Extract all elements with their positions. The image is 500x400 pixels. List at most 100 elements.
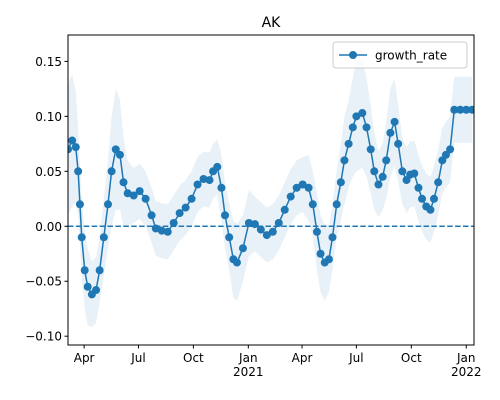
point — [147, 211, 156, 220]
point — [410, 169, 419, 178]
point — [68, 145, 72, 154]
point — [280, 205, 289, 214]
point — [244, 218, 253, 227]
point — [107, 167, 116, 176]
point — [340, 156, 349, 165]
point — [129, 191, 138, 200]
point — [68, 136, 77, 145]
x-tick-label: Jul — [348, 351, 363, 365]
point — [205, 176, 214, 185]
point — [221, 211, 230, 220]
x-tick-label: Oct — [401, 351, 422, 365]
point — [429, 194, 438, 203]
axes-frame — [67, 34, 475, 346]
y-tick-label: 0.15 — [35, 55, 62, 69]
point — [262, 231, 271, 240]
point — [71, 143, 80, 152]
point — [181, 203, 190, 212]
point — [225, 233, 234, 242]
point — [83, 282, 92, 291]
x-tick-label: Jul — [130, 351, 145, 365]
x-tick-label: Jan 2021 — [233, 351, 264, 379]
point — [232, 258, 241, 267]
point — [74, 167, 83, 176]
point — [332, 200, 341, 209]
point — [324, 255, 333, 264]
x-tick-label: Oct — [183, 351, 204, 365]
point — [316, 249, 325, 258]
point — [256, 225, 265, 234]
point — [336, 178, 345, 187]
y-tick-label: 0.05 — [35, 165, 62, 179]
x-tick-label: Jan 2022 — [451, 351, 482, 379]
point — [286, 192, 295, 201]
point — [163, 227, 172, 236]
point — [418, 194, 427, 203]
point — [358, 109, 367, 118]
point — [434, 178, 443, 187]
point — [111, 145, 120, 154]
point — [370, 167, 379, 176]
point — [104, 200, 113, 209]
y-tick-label: −0.05 — [25, 275, 62, 289]
point — [187, 194, 196, 203]
point — [274, 218, 283, 227]
y-tick-label: 0.00 — [35, 220, 62, 234]
point — [213, 162, 222, 171]
point — [115, 150, 124, 159]
point — [394, 139, 403, 148]
point — [141, 194, 150, 203]
point — [175, 209, 184, 218]
point — [352, 112, 361, 121]
point — [386, 128, 395, 137]
point — [378, 172, 387, 181]
point — [75, 200, 84, 209]
point — [95, 266, 104, 275]
point — [304, 183, 313, 192]
point — [426, 205, 435, 214]
point — [298, 180, 307, 189]
point — [446, 145, 455, 154]
point — [382, 156, 391, 165]
point — [308, 200, 317, 209]
legend-box — [332, 41, 468, 69]
point — [92, 286, 101, 295]
x-tick-label: Apr — [292, 351, 313, 365]
point — [328, 233, 337, 242]
point — [468, 105, 474, 114]
point — [250, 220, 259, 229]
point — [441, 150, 450, 159]
point — [119, 178, 128, 187]
point — [390, 117, 399, 126]
legend-label: growth_rate — [375, 49, 447, 63]
point — [344, 139, 353, 148]
point — [217, 183, 226, 192]
y-tick-label: −0.10 — [25, 330, 62, 344]
point — [374, 180, 383, 189]
point — [348, 123, 357, 132]
point — [238, 244, 247, 253]
x-tick-label: Apr — [74, 351, 95, 365]
point — [398, 167, 407, 176]
point — [362, 123, 371, 132]
point — [169, 218, 178, 227]
confidence-band — [68, 58, 473, 328]
point — [268, 227, 277, 236]
point — [135, 187, 144, 196]
point — [456, 105, 465, 114]
point — [414, 183, 423, 192]
legend-marker — [349, 51, 357, 59]
point — [199, 175, 208, 184]
point — [80, 266, 89, 275]
point — [99, 233, 108, 242]
point — [312, 227, 321, 236]
point — [77, 233, 86, 242]
point — [462, 105, 471, 114]
chart-title: AK — [262, 15, 282, 31]
point — [366, 145, 375, 154]
point — [450, 105, 459, 114]
point — [292, 183, 301, 192]
y-tick-label: 0.10 — [35, 110, 62, 124]
point — [157, 226, 166, 235]
